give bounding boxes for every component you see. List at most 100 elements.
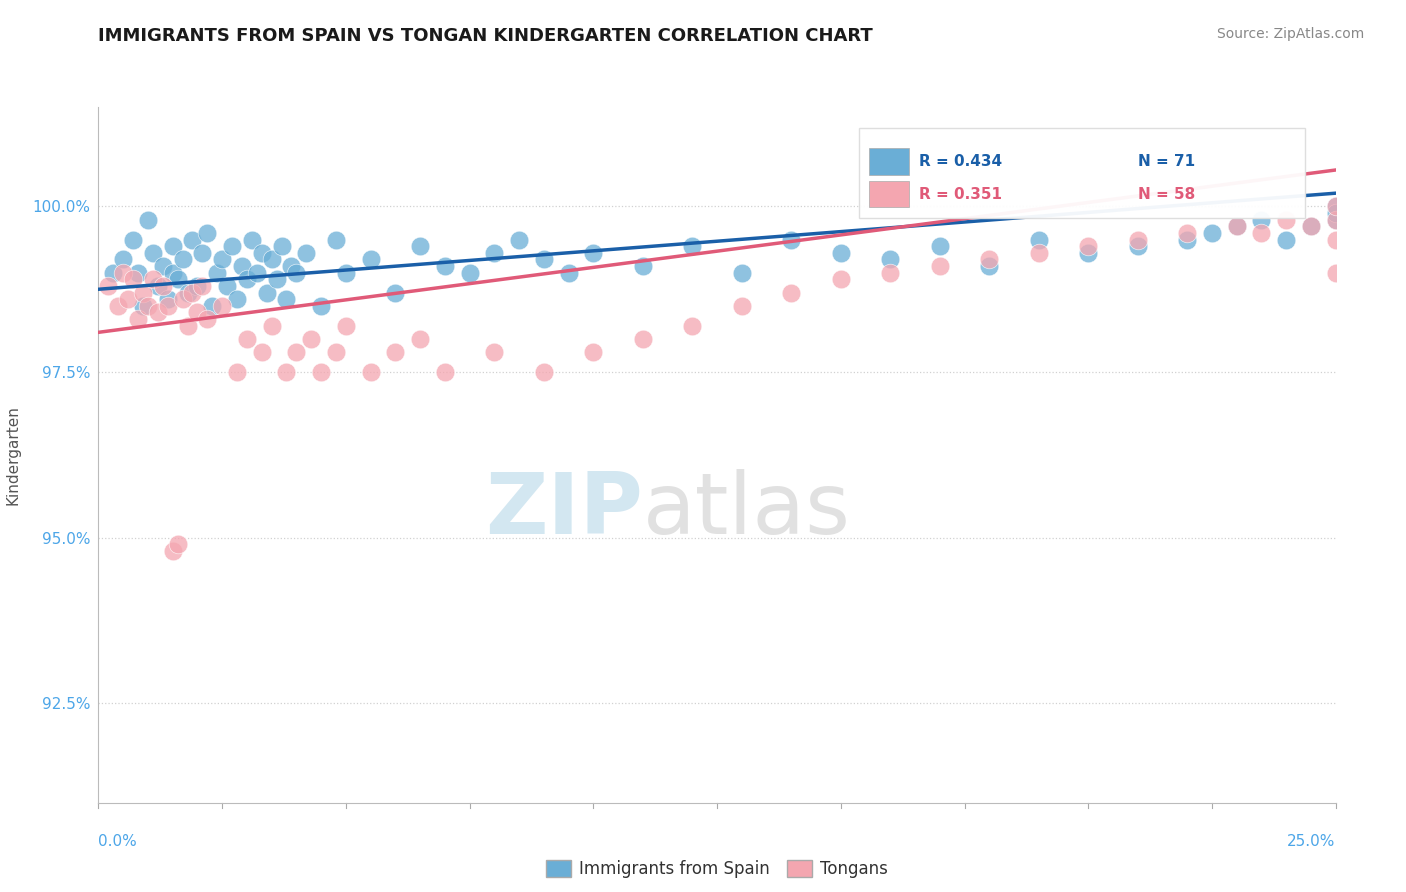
Point xyxy=(122,233,145,247)
Point xyxy=(191,245,214,260)
Point xyxy=(285,345,308,359)
Point xyxy=(335,266,357,280)
Point xyxy=(186,305,208,319)
Point xyxy=(879,266,901,280)
Point xyxy=(1324,212,1347,227)
Point xyxy=(166,537,188,551)
Point xyxy=(231,259,253,273)
Point xyxy=(299,332,322,346)
Point xyxy=(127,266,149,280)
FancyBboxPatch shape xyxy=(869,148,908,175)
Point xyxy=(1299,219,1322,234)
Point xyxy=(142,272,165,286)
Point xyxy=(582,345,605,359)
Point xyxy=(309,365,332,379)
Point xyxy=(152,279,174,293)
Point xyxy=(1299,219,1322,234)
Point xyxy=(156,299,179,313)
Point xyxy=(582,245,605,260)
Point xyxy=(201,299,224,313)
Point xyxy=(1077,239,1099,253)
Point xyxy=(217,279,239,293)
Point xyxy=(1250,212,1272,227)
Point xyxy=(246,266,269,280)
Text: 25.0%: 25.0% xyxy=(1288,834,1336,849)
Point xyxy=(780,233,803,247)
Text: Source: ZipAtlas.com: Source: ZipAtlas.com xyxy=(1216,27,1364,41)
Point xyxy=(250,345,273,359)
Point xyxy=(236,272,259,286)
Point xyxy=(1201,226,1223,240)
Text: R = 0.434: R = 0.434 xyxy=(918,153,1002,169)
Point xyxy=(266,272,288,286)
Point xyxy=(731,266,754,280)
Point xyxy=(162,266,184,280)
Point xyxy=(1028,245,1050,260)
Point xyxy=(1324,206,1347,220)
Point xyxy=(221,239,243,253)
Point xyxy=(484,345,506,359)
Point xyxy=(152,259,174,273)
Point xyxy=(132,299,155,313)
Point xyxy=(830,245,852,260)
Point xyxy=(1324,212,1347,227)
Point xyxy=(117,292,139,306)
Point xyxy=(226,365,249,379)
Point xyxy=(433,365,456,379)
Point xyxy=(1028,233,1050,247)
Point xyxy=(136,212,159,227)
Point xyxy=(107,299,129,313)
Point xyxy=(295,245,318,260)
Point xyxy=(1324,199,1347,213)
Point xyxy=(979,259,1001,273)
Point xyxy=(1324,233,1347,247)
Point xyxy=(211,299,233,313)
Point xyxy=(142,245,165,260)
Point xyxy=(1226,219,1249,234)
Point xyxy=(240,233,263,247)
Point xyxy=(309,299,332,313)
Point xyxy=(236,332,259,346)
Point xyxy=(1126,239,1149,253)
Text: 0.0%: 0.0% xyxy=(98,834,138,849)
Point xyxy=(631,332,654,346)
Point xyxy=(191,279,214,293)
Point xyxy=(681,239,703,253)
Point xyxy=(280,259,302,273)
Y-axis label: Kindergarten: Kindergarten xyxy=(6,405,21,505)
Point xyxy=(172,292,194,306)
Point xyxy=(162,239,184,253)
Point xyxy=(360,252,382,267)
Point xyxy=(335,318,357,333)
Point xyxy=(830,272,852,286)
Point xyxy=(127,312,149,326)
Point xyxy=(1324,199,1347,213)
Point xyxy=(103,266,125,280)
FancyBboxPatch shape xyxy=(869,181,908,207)
Text: ZIP: ZIP xyxy=(485,469,643,552)
Point xyxy=(226,292,249,306)
Point xyxy=(256,285,278,300)
Point xyxy=(325,233,347,247)
Point xyxy=(508,233,530,247)
Point xyxy=(1077,245,1099,260)
Point xyxy=(1126,233,1149,247)
Point xyxy=(276,365,298,379)
Point xyxy=(325,345,347,359)
Text: IMMIGRANTS FROM SPAIN VS TONGAN KINDERGARTEN CORRELATION CHART: IMMIGRANTS FROM SPAIN VS TONGAN KINDERGA… xyxy=(98,27,873,45)
Point xyxy=(276,292,298,306)
Point xyxy=(260,318,283,333)
Point xyxy=(122,272,145,286)
Point xyxy=(260,252,283,267)
Point xyxy=(1175,226,1198,240)
Point xyxy=(97,279,120,293)
Point xyxy=(384,345,406,359)
Point xyxy=(1275,212,1298,227)
Point xyxy=(360,365,382,379)
Point xyxy=(205,266,228,280)
Point xyxy=(166,272,188,286)
Point xyxy=(195,226,218,240)
Point xyxy=(211,252,233,267)
Point xyxy=(250,245,273,260)
Point xyxy=(195,312,218,326)
